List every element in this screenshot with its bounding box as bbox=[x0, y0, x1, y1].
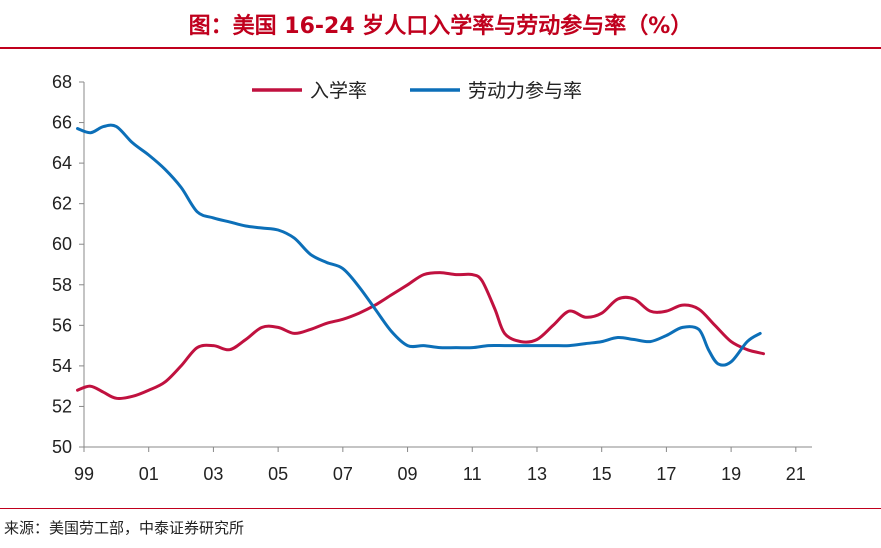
chart-legend: 入学率 劳动力参与率 bbox=[252, 80, 582, 102]
line-chart: 50 52 54 56 58 60 62 64 66 68 99 01 03 05 07 09 11 13 15 17… bbox=[52, 72, 812, 484]
labor-participation-line bbox=[76, 123, 762, 367]
source-note: 来源：美国劳工部，中泰证券研究所 bbox=[4, 519, 245, 537]
y-tick-label: 68 bbox=[52, 72, 72, 92]
x-tick-label: 09 bbox=[398, 464, 418, 484]
footer-divider bbox=[0, 508, 881, 509]
x-tick-label: 03 bbox=[203, 464, 223, 484]
y-tick-label: 58 bbox=[52, 275, 72, 295]
x-tick-label: 05 bbox=[268, 464, 288, 484]
x-tick-label: 99 bbox=[74, 464, 94, 484]
y-tick-label: 64 bbox=[52, 153, 72, 173]
x-tick-label: 15 bbox=[592, 464, 612, 484]
x-tick-label: 13 bbox=[527, 464, 547, 484]
x-tick-label: 11 bbox=[463, 464, 482, 484]
y-tick-label: 54 bbox=[52, 356, 72, 376]
chart-axes: 50 52 54 56 58 60 62 64 66 68 99 01 03 05 07 09 11 13 15 17… bbox=[52, 72, 812, 484]
x-tick-label: 01 bbox=[139, 464, 159, 484]
y-tick-label: 50 bbox=[52, 437, 72, 457]
series-layer bbox=[76, 123, 765, 400]
y-tick-label: 56 bbox=[52, 315, 72, 335]
enrollment-rate-line bbox=[76, 271, 765, 400]
y-tick-label: 66 bbox=[52, 113, 72, 133]
x-tick-label: 17 bbox=[656, 464, 676, 484]
y-tick-label: 52 bbox=[52, 396, 72, 416]
title-bar: 图：美国 16-24 岁人口入学率与劳动参与率（%） bbox=[0, 0, 881, 46]
legend-label-enrollment: 入学率 bbox=[310, 80, 367, 102]
x-tick-label: 07 bbox=[333, 464, 353, 484]
y-tick-label: 60 bbox=[52, 234, 72, 254]
y-tick-label: 62 bbox=[52, 194, 72, 214]
legend-label-labor: 劳动力参与率 bbox=[468, 80, 582, 102]
title-divider bbox=[0, 47, 881, 49]
x-tick-label: 21 bbox=[786, 464, 806, 484]
chart-title: 图：美国 16-24 岁人口入学率与劳动参与率（%） bbox=[188, 14, 693, 39]
x-tick-label: 19 bbox=[721, 464, 741, 484]
